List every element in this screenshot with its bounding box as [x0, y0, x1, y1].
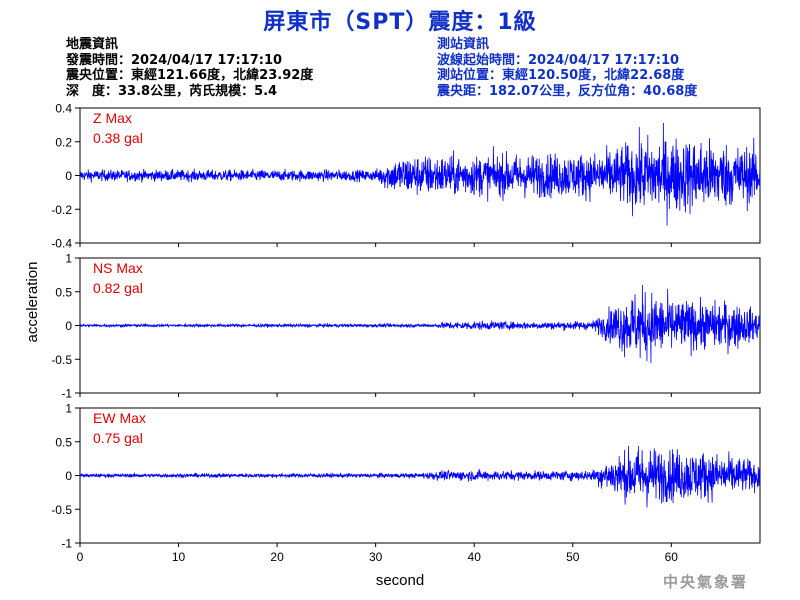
station-wave-start: 波線起始時間：2024/04/17 17:17:10: [437, 52, 680, 68]
y-tick-label: -0.4: [51, 237, 72, 251]
y-tick-label: -1: [61, 387, 72, 401]
trace-ns: [79, 284, 761, 363]
panel-ew: 1 0.5 0 -0.5 -1 EW Max 0.75 gal: [51, 402, 761, 551]
y-tick-label: 0.5: [55, 435, 72, 449]
x-tick-label: 30: [369, 550, 383, 564]
quake-depth-magnitude: 深 度：33.8公里，芮氏規模：5.4: [66, 83, 278, 99]
x-tick-label: 10: [172, 550, 186, 564]
max-label: EW Max: [93, 410, 146, 426]
y-tick-label: 0.5: [55, 285, 72, 299]
quake-info-heading: 地震資訊: [66, 37, 119, 52]
y-tick-label: 0.4: [55, 102, 72, 116]
x-tick-label: 20: [270, 550, 284, 564]
max-value: 0.82 gal: [93, 280, 143, 296]
y-tick-label: 0.2: [55, 135, 72, 149]
x-axis-label: second: [376, 572, 424, 589]
y-tick-label: -0.5: [51, 503, 72, 517]
y-tick-label: 1: [65, 402, 72, 416]
max-label: NS Max: [93, 260, 143, 276]
station-info-block: 測站資訊 波線起始時間：2024/04/17 17:17:10 測站位置：東經1…: [437, 37, 697, 99]
y-tick-label: -0.2: [51, 203, 72, 217]
trace-ew: [79, 445, 761, 508]
station-distance: 震央距：182.07公里，反方位角：40.68度: [437, 83, 698, 99]
x-tick-label: 40: [468, 550, 482, 564]
x-tick-label: 60: [665, 550, 679, 564]
panel-z: 0.4 0.2 0 -0.2 -0.4 Z Max 0.38 gal: [51, 102, 761, 251]
y-tick-label: 0: [65, 319, 72, 333]
agency-watermark: 中央氣象署: [662, 573, 748, 591]
trace-z: [79, 122, 761, 226]
y-tick-label: -0.5: [51, 353, 72, 367]
x-tick-label: 50: [566, 550, 580, 564]
y-tick-label: -1: [61, 537, 72, 551]
y-tick-label: 0: [65, 469, 72, 483]
y-axis-label: acceleration: [24, 262, 41, 343]
x-tick-label: 0: [77, 550, 84, 564]
page-title: 屏東市（SPT）震度：1級: [263, 10, 537, 35]
max-label: Z Max: [93, 110, 132, 126]
station-info-heading: 測站資訊: [437, 37, 490, 52]
panel-ns: 1 0.5 0 -0.5 -1 NS Max 0.82 gal: [51, 252, 761, 401]
max-value: 0.75 gal: [93, 430, 143, 446]
max-value: 0.38 gal: [93, 130, 143, 146]
y-tick-label: 1: [65, 252, 72, 266]
station-location: 測站位置：東經120.50度，北緯22.68度: [437, 68, 685, 83]
y-tick-label: 0: [65, 169, 72, 183]
quake-time: 發震時間：2024/04/17 17:17:10: [66, 52, 283, 68]
quake-info-block: 地震資訊 發震時間：2024/04/17 17:17:10 震央位置：東經121…: [66, 37, 313, 99]
quake-epicenter: 震央位置：東經121.66度，北緯23.92度: [66, 68, 314, 83]
